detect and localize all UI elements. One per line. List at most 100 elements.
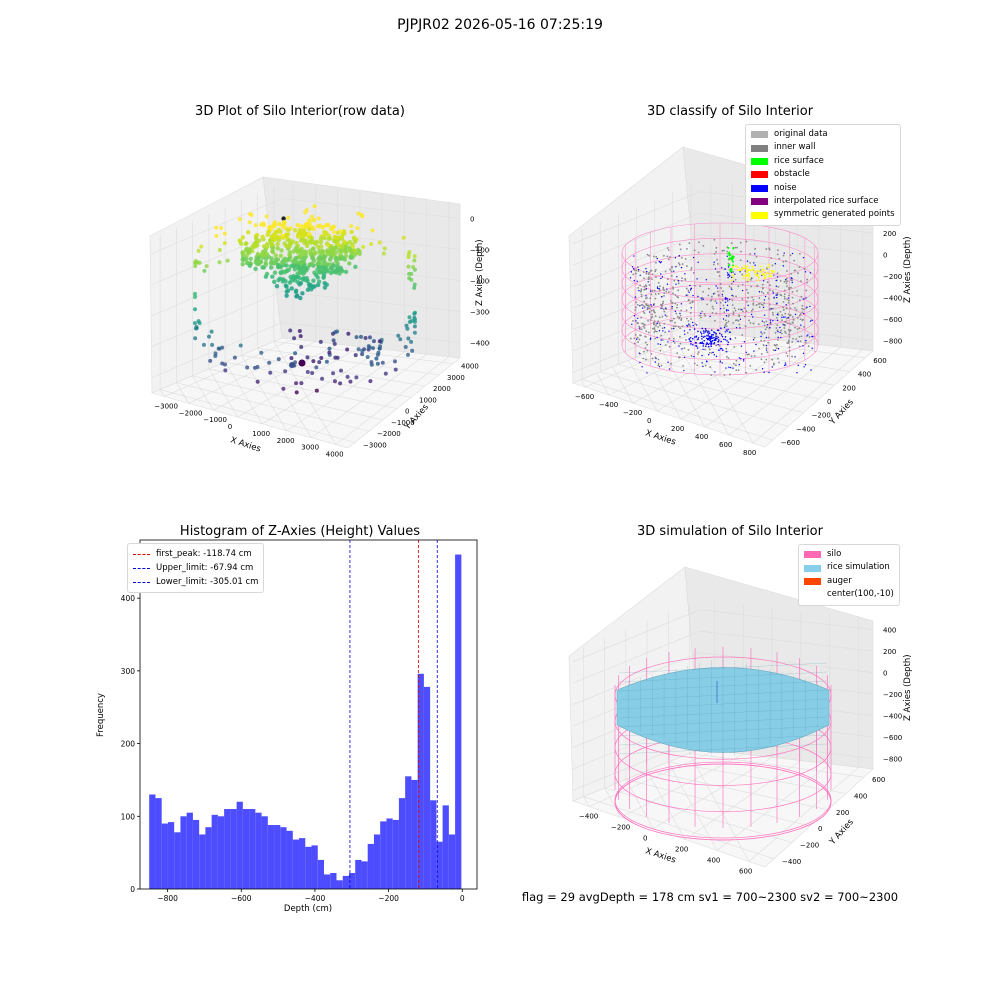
wall-point	[670, 327, 673, 330]
raw-point	[345, 347, 350, 352]
symmetric-point	[761, 273, 764, 276]
raw-point	[284, 284, 289, 289]
z-tick-label: −3000	[470, 309, 490, 317]
wall-point	[661, 302, 664, 305]
wall-point	[641, 303, 644, 306]
noise-point	[723, 326, 726, 329]
legend-label: Lower_limit: -305.01 cm	[156, 577, 259, 587]
noise-point	[811, 319, 813, 322]
raw-point	[330, 251, 335, 257]
grid-line	[654, 349, 835, 386]
wall-point	[744, 325, 747, 328]
noise-point	[674, 256, 677, 259]
raw-point	[277, 221, 282, 227]
legend-swatch	[751, 144, 768, 152]
grid-line	[572, 319, 874, 373]
wall-point	[798, 327, 801, 330]
histogram-bar	[430, 800, 437, 889]
raw-point	[216, 346, 221, 351]
noise-point	[754, 253, 756, 255]
wall-point	[651, 290, 654, 293]
wall-point	[654, 337, 657, 340]
raw-point	[398, 337, 403, 342]
raw-point	[345, 374, 350, 379]
histogram-bar	[149, 794, 156, 889]
wall-point	[666, 255, 669, 258]
x-tick-label: −2000	[179, 409, 203, 417]
raw-point	[377, 339, 382, 344]
noise-point	[777, 330, 779, 333]
wall-point	[786, 270, 788, 272]
noise-point	[713, 336, 715, 339]
noise-point	[639, 361, 641, 364]
noise-point	[760, 331, 762, 333]
noise-point	[721, 349, 724, 351]
wall-point	[783, 295, 786, 298]
wall-point	[707, 287, 710, 290]
wall-point	[788, 336, 791, 338]
raw-point	[306, 234, 312, 240]
raw-point	[263, 256, 269, 262]
wall-point	[802, 308, 805, 311]
wall-point	[798, 252, 801, 255]
z-tick-label: −600	[883, 734, 902, 742]
wall-point	[708, 348, 711, 351]
raw-point	[307, 232, 312, 237]
wall-point	[776, 329, 779, 332]
noise-point	[802, 298, 805, 300]
wall-point	[777, 357, 779, 360]
legend-swatch	[804, 591, 821, 598]
raw-point	[301, 276, 307, 281]
raw-point	[298, 238, 304, 243]
noise-point	[753, 262, 755, 264]
wall-point	[748, 319, 750, 322]
raw-point	[403, 345, 408, 350]
wall-point	[786, 280, 789, 283]
wall-point	[699, 314, 701, 317]
wall-point	[658, 285, 661, 288]
histogram-bar	[299, 838, 306, 889]
y-tick-label: −600	[781, 439, 800, 447]
noise-point	[724, 339, 727, 341]
legend-item: first_peak: -118.74 cm	[133, 547, 258, 561]
x-tick-label: 600	[719, 441, 732, 449]
simulation-y-axis-label: Y Axies	[827, 817, 856, 848]
wall-point	[735, 295, 737, 298]
wall-point	[749, 278, 752, 281]
raw-point	[377, 346, 382, 351]
noise-point	[785, 278, 787, 281]
noise-point	[635, 338, 638, 340]
legend-label: center(100,-10)	[827, 589, 894, 600]
wall-point	[716, 258, 718, 261]
wall-point	[762, 344, 765, 347]
raw-point	[353, 264, 358, 270]
wall-point	[795, 338, 797, 341]
wall-point	[794, 326, 796, 329]
wall-point	[679, 314, 682, 317]
histogram-bars	[149, 554, 462, 889]
wall-point	[706, 303, 709, 306]
wall-point	[672, 292, 674, 295]
wall-point	[653, 328, 656, 331]
grid-line	[675, 340, 730, 436]
wall-point	[807, 345, 810, 348]
raw-point	[297, 282, 302, 287]
wall-point	[690, 355, 693, 357]
noise-point	[728, 366, 730, 368]
wall-point	[772, 362, 775, 365]
wall-point	[794, 307, 796, 309]
noise-point	[712, 334, 714, 336]
raw-point	[392, 359, 397, 364]
raw-point	[322, 259, 327, 264]
wall-point	[728, 314, 730, 316]
raw-point	[312, 204, 317, 209]
y-tick-label: 300	[121, 667, 136, 676]
wall-point	[654, 311, 656, 314]
wall-point	[776, 272, 779, 275]
raw-point	[254, 261, 260, 267]
noise-point	[665, 307, 667, 309]
wall-point	[765, 347, 768, 350]
raw-point	[293, 351, 298, 356]
y-tick-label: 200	[121, 740, 136, 749]
rice-mesh	[618, 716, 828, 728]
